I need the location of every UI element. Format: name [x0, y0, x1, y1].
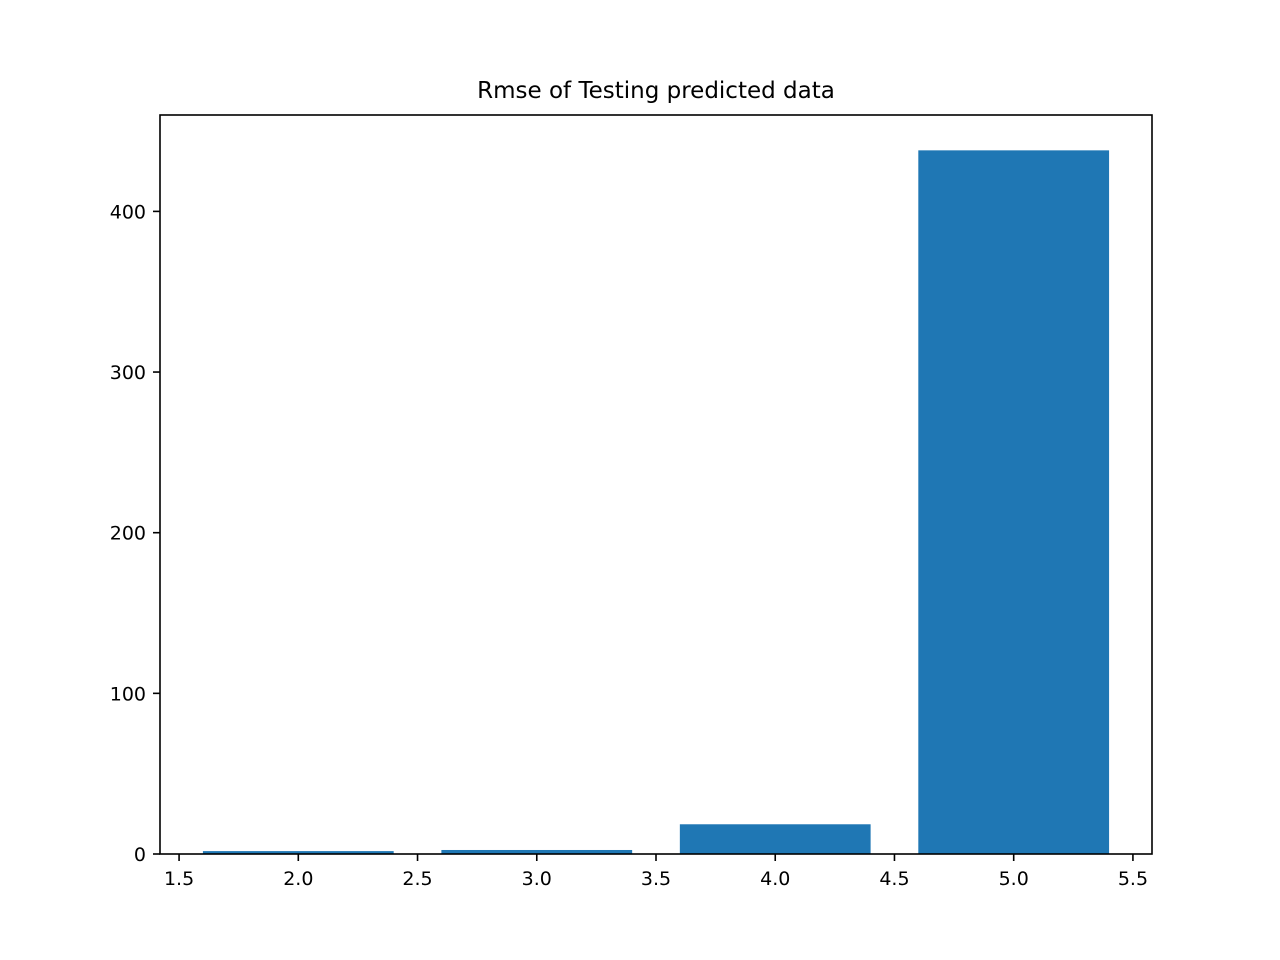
- chart-title: Rmse of Testing predicted data: [477, 78, 835, 104]
- y-tick-label: 200: [110, 523, 146, 545]
- bar-0: [202, 851, 394, 854]
- x-axis-ticks: 1.5 2.0 2.5 3.0 3.5 4.0 4.5 5.0 5.5: [164, 854, 1148, 890]
- y-tick-label: 300: [110, 362, 146, 384]
- bar-1: [441, 849, 633, 854]
- bar-3: [918, 150, 1110, 854]
- plot-frame: [159, 114, 1153, 855]
- x-tick-label: 2.5: [402, 868, 432, 890]
- y-tick-label: 0: [134, 844, 146, 866]
- x-tick-label: 3.5: [641, 868, 671, 890]
- bar-2: [679, 824, 871, 854]
- x-tick-label: 1.5: [164, 868, 194, 890]
- y-tick-label: 400: [110, 201, 146, 223]
- x-tick-label: 3.0: [522, 868, 552, 890]
- y-tick-label: 100: [110, 683, 146, 705]
- x-tick-label: 4.0: [760, 868, 790, 890]
- bars-group: [202, 150, 1110, 854]
- x-tick-label: 2.0: [283, 868, 313, 890]
- x-tick-label: 5.5: [1118, 868, 1148, 890]
- x-tick-label: 4.5: [879, 868, 909, 890]
- x-tick-label: 5.0: [999, 868, 1029, 890]
- y-axis-ticks: 0 100 200 300 400: [110, 201, 160, 866]
